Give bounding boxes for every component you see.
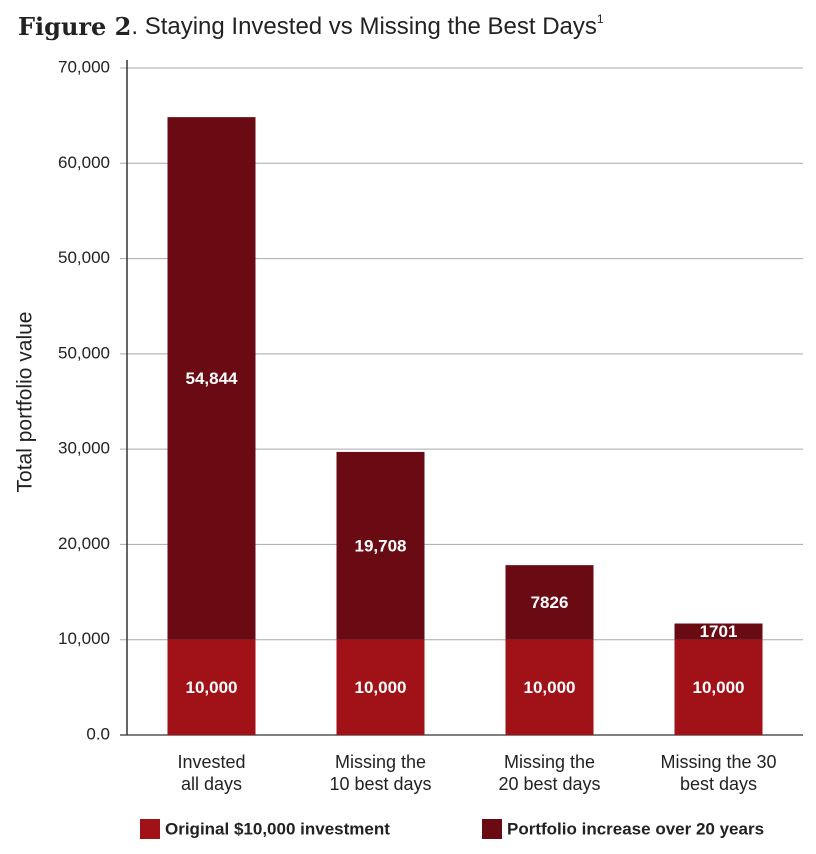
value-label: 10,000 (355, 678, 407, 697)
legend-label: Portfolio increase over 20 years (507, 819, 764, 838)
y-tick-label: 70,000 (58, 57, 110, 76)
y-tick-label: 50,000 (58, 248, 110, 267)
bar-segment (674, 639, 763, 735)
y-axis-title: Total portfolio value (14, 312, 37, 493)
legend-swatch (140, 819, 160, 839)
bar-segment (167, 117, 256, 640)
bar-segment (674, 623, 763, 640)
bar-segment (336, 639, 425, 735)
value-label: 1701 (700, 622, 738, 641)
x-tick-label: Missing the (504, 752, 595, 772)
legend-swatch (482, 819, 502, 839)
bar-segment (505, 565, 594, 640)
x-tick-label: Missing the (335, 752, 426, 772)
y-tick-label: 10,000 (58, 629, 110, 648)
x-tick-label: best days (680, 774, 757, 794)
title-prefix: Figure 2 (18, 12, 131, 41)
y-tick-label: 50,000 (58, 343, 110, 362)
value-label: 10,000 (524, 678, 576, 697)
x-tick-label: Missing the 30 (660, 752, 776, 772)
title-footnote: 1 (597, 12, 604, 26)
value-label: 10,000 (186, 678, 238, 697)
y-tick-label: 0.0 (86, 724, 110, 743)
title-text: . Staying Invested vs Missing the Best D… (131, 13, 597, 40)
y-tick-label: 30,000 (58, 439, 110, 458)
value-label: 7826 (531, 593, 569, 612)
x-tick-label: 10 best days (329, 774, 431, 794)
y-tick-label: 60,000 (58, 153, 110, 172)
bar-segment (505, 639, 594, 735)
legend-label: Original $10,000 investment (165, 819, 390, 838)
x-tick-label: 20 best days (498, 774, 600, 794)
value-label: 10,000 (693, 678, 745, 697)
bar-segment (167, 639, 256, 735)
y-tick-label: 20,000 (58, 534, 110, 553)
chart-title: Figure 2. Staying Invested vs Missing th… (18, 12, 604, 41)
value-label: 19,708 (355, 536, 407, 555)
value-label: 54,844 (186, 369, 239, 388)
bar-segment (336, 451, 425, 640)
x-tick-label: all days (181, 774, 242, 794)
x-tick-label: Invested (177, 752, 245, 772)
